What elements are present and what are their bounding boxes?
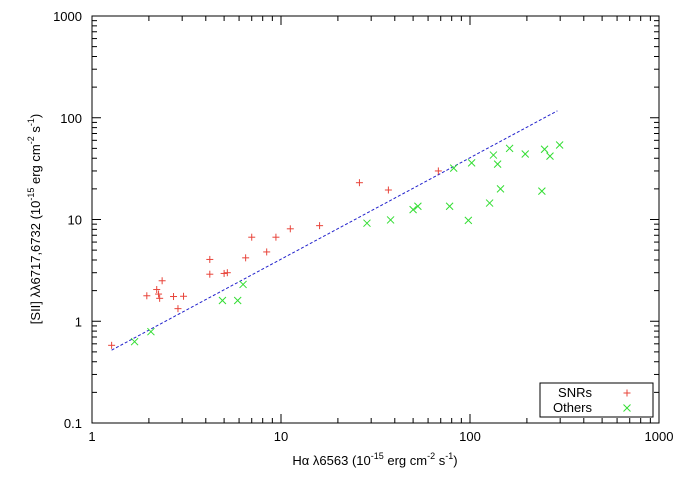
snr-point — [316, 222, 324, 230]
other-point — [546, 152, 554, 160]
snr-point — [158, 277, 166, 285]
snr-point — [153, 286, 161, 294]
x-axis-label-exp1: -15 — [371, 451, 384, 461]
legend-marker-snrs — [623, 389, 631, 397]
snr-point — [143, 292, 151, 300]
x-axis-label-exp3: -1 — [445, 451, 453, 461]
snr-point — [155, 290, 163, 298]
x-tick-label: 1000 — [645, 429, 674, 444]
y-tick-label: 10 — [68, 213, 82, 228]
other-point — [445, 202, 454, 211]
snr-point — [384, 186, 392, 194]
y-axis-label-exp2: -2 — [26, 136, 36, 144]
snr-point — [248, 233, 256, 241]
other-point — [363, 219, 371, 228]
plot-area-frame — [91, 15, 660, 424]
other-point — [409, 205, 417, 214]
snr-point — [272, 233, 280, 241]
other-point — [538, 187, 546, 195]
other-point — [464, 216, 473, 225]
other-point — [386, 216, 395, 224]
snr-point — [108, 341, 116, 349]
legend-marker — [623, 404, 631, 412]
fit-line-group — [111, 110, 558, 351]
y-tick-label: 1 — [75, 314, 82, 329]
snr-point — [220, 269, 228, 277]
other-point — [239, 280, 247, 289]
x-axis-label-main: Hα λ6563 (10 — [292, 453, 370, 468]
y-axis-label: [SII] λλ6717,6732 (10-15 erg cm-2 s-1) — [26, 114, 43, 324]
y-axis-label-main: [SII] λλ6717,6732 (10 — [28, 201, 43, 325]
other-point — [218, 296, 227, 305]
y-axis-label-mid: erg cm — [28, 144, 43, 187]
x-axis-label-close: ) — [453, 453, 457, 468]
y-tick-label: 1000 — [53, 9, 82, 24]
legend-box — [539, 382, 654, 418]
snr-point — [242, 254, 250, 262]
snr-point — [223, 269, 231, 277]
snr-point — [180, 292, 188, 300]
snr-point — [174, 305, 182, 313]
x-axis-label-mid: erg cm — [384, 453, 427, 468]
data-points — [108, 141, 564, 349]
x-axis-label-exp2: -2 — [427, 451, 435, 461]
legend: SNRs Others — [539, 382, 654, 418]
y-axis-label-close: ) — [28, 114, 43, 118]
other-point — [147, 327, 155, 336]
x-axis-label-end: s — [435, 453, 446, 468]
snr-point — [355, 179, 363, 187]
fit-line — [111, 110, 558, 351]
other-point — [414, 202, 422, 211]
other-point — [489, 151, 498, 159]
snr-point — [434, 167, 442, 175]
x-axis-label: Hα λ6563 (10-15 erg cm-2 s-1) — [292, 451, 457, 468]
other-point — [485, 199, 494, 207]
snr-point — [170, 293, 178, 301]
other-point — [540, 145, 549, 154]
other-point — [521, 150, 530, 158]
snr-point — [206, 255, 214, 263]
y-tick-label: 100 — [60, 111, 82, 126]
x-tick-label: 1 — [88, 429, 95, 444]
other-point — [505, 144, 514, 153]
snr-point — [206, 270, 214, 278]
other-point — [496, 185, 505, 193]
other-point — [555, 141, 564, 149]
x-tick-label: 10 — [274, 429, 288, 444]
other-point — [233, 296, 242, 305]
legend-label-snrs: SNRs — [558, 385, 592, 400]
snr-point — [286, 225, 294, 233]
y-tick-label: 0.1 — [64, 416, 82, 431]
snr-point — [263, 248, 271, 256]
other-point — [493, 160, 502, 168]
y-axis-label-end: s — [28, 126, 43, 137]
legend-marker-others — [623, 404, 631, 412]
legend-label-others: Others — [553, 400, 593, 415]
snr-point — [156, 294, 164, 302]
y-axis-label-exp3: -1 — [26, 118, 36, 126]
other-point — [449, 164, 458, 172]
x-tick-label: 100 — [459, 429, 481, 444]
other-point — [130, 337, 139, 346]
other-point — [467, 159, 476, 167]
axis-ticks — [91, 15, 660, 424]
legend-marker — [623, 389, 631, 397]
y-axis-label-exp1: -15 — [26, 188, 36, 201]
tick-labels: 1 10 100 1000 0.1 1 10 100 1000 — [53, 9, 673, 444]
